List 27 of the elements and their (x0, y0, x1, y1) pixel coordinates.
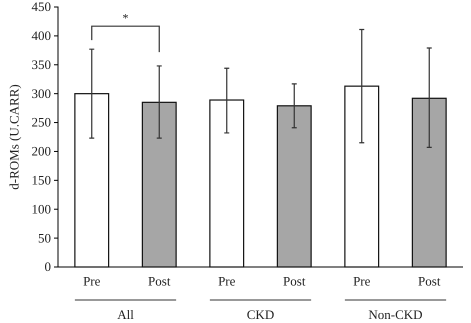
x-tick-label: Post (418, 274, 441, 289)
bar (209, 99, 244, 268)
bar (412, 98, 447, 268)
y-tick-label: 350 (32, 56, 51, 72)
bar (142, 102, 177, 268)
y-tick-label: 250 (32, 114, 51, 130)
text: Non-CKD (368, 307, 423, 322)
annotation: * (122, 11, 128, 26)
y-axis-title: d-ROMs (U.CARR) (6, 84, 22, 190)
text: All (117, 307, 134, 322)
x-tick-label: Post (283, 274, 306, 289)
bar (276, 105, 312, 268)
x-tick-label: Pre (353, 274, 371, 289)
y-tick-label: 300 (32, 86, 51, 101)
x-tick-label: Pre (83, 274, 101, 289)
y-tick-label: 50 (38, 230, 51, 246)
y-tick-label: 150 (32, 172, 51, 188)
bar (344, 86, 380, 268)
x-tick-label: Post (148, 274, 171, 289)
y-tick-label: 100 (32, 201, 51, 216)
x-tick-label: Pre (218, 274, 236, 289)
y-tick-label: 200 (32, 144, 51, 159)
y-tick-label: 450 (32, 0, 51, 14)
y-tick-label: 0 (44, 259, 51, 274)
bar (74, 93, 110, 268)
y-tick-label: 400 (32, 28, 51, 44)
text: CKD (246, 307, 274, 322)
